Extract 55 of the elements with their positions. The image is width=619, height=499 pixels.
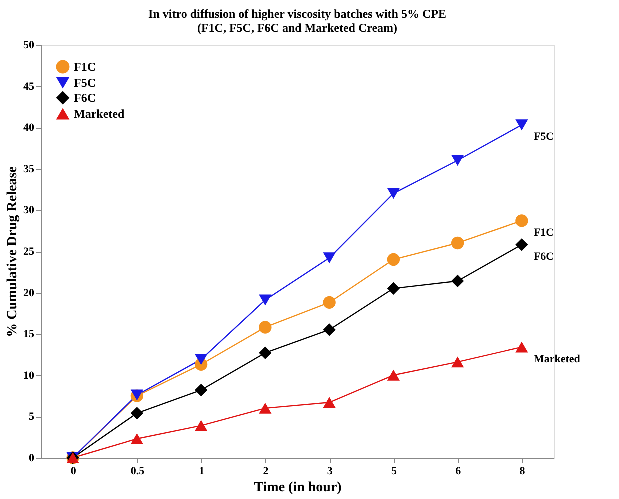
y-tick-label: 15 [24,328,35,341]
x-tick-label: 5 [391,466,398,478]
point [516,342,528,353]
point [387,253,400,266]
text: F1C [534,226,554,239]
point [516,238,528,252]
point [194,354,208,366]
point [387,370,400,381]
text: Marketed [534,353,580,366]
y-axis-title: % Cumulative Drug Release [6,166,20,338]
x-tick-label: 0.5 [130,466,146,478]
y-tick-label: 45 [24,80,35,93]
chart-title: In vitro diffusion of higher viscosity batches with 5% CPE (F1C, F5C, F6C and Marketed Cream) [148,7,446,35]
point [451,356,464,368]
y-tick-label: 35 [24,163,35,176]
legend-label: Marketed [74,107,125,121]
point [451,274,464,288]
legend-label: F5C [74,76,96,90]
point [387,188,400,200]
text: F6C [534,250,554,263]
x-tick-label: 3 [327,466,334,478]
x-axis-title: Time (in hour) [254,480,342,496]
text: F5C [534,131,554,144]
y-tick-label: 30 [24,204,35,217]
point [451,155,464,166]
point [259,346,272,360]
point [323,296,336,310]
point [194,384,208,397]
point [516,214,528,228]
y-tick-label: 40 [24,122,35,134]
point [259,321,272,334]
legend-label: F6C [74,91,96,105]
point [130,407,144,420]
y-tick-label: 0 [29,452,35,464]
legend-label: F1C [74,60,96,74]
point [323,324,336,336]
point [130,434,144,444]
y-tick-label: 5 [29,411,35,424]
point [259,294,272,306]
x-tick-label: 0 [70,466,77,478]
y-tick-label: 25 [24,246,35,258]
y-tick-label: 20 [24,287,35,300]
point [323,252,336,264]
point [451,236,464,250]
y-tick-label: 50 [24,40,35,52]
point [387,282,400,295]
y-tick-label: 10 [24,370,35,382]
x-tick-label: 8 [520,466,526,478]
x-tick-label: 1 [199,466,205,478]
point [516,120,528,131]
x-tick-label: 2 [263,466,270,478]
x-tick-label: 6 [456,466,462,478]
point [194,420,208,432]
point [323,397,336,408]
point [259,402,272,414]
